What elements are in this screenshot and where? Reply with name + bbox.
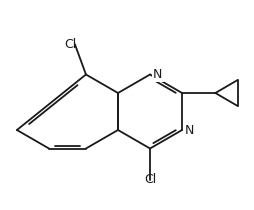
Text: Cl: Cl [144, 173, 156, 186]
Text: N: N [185, 123, 195, 136]
Text: Cl: Cl [65, 38, 77, 51]
Text: N: N [153, 68, 162, 81]
